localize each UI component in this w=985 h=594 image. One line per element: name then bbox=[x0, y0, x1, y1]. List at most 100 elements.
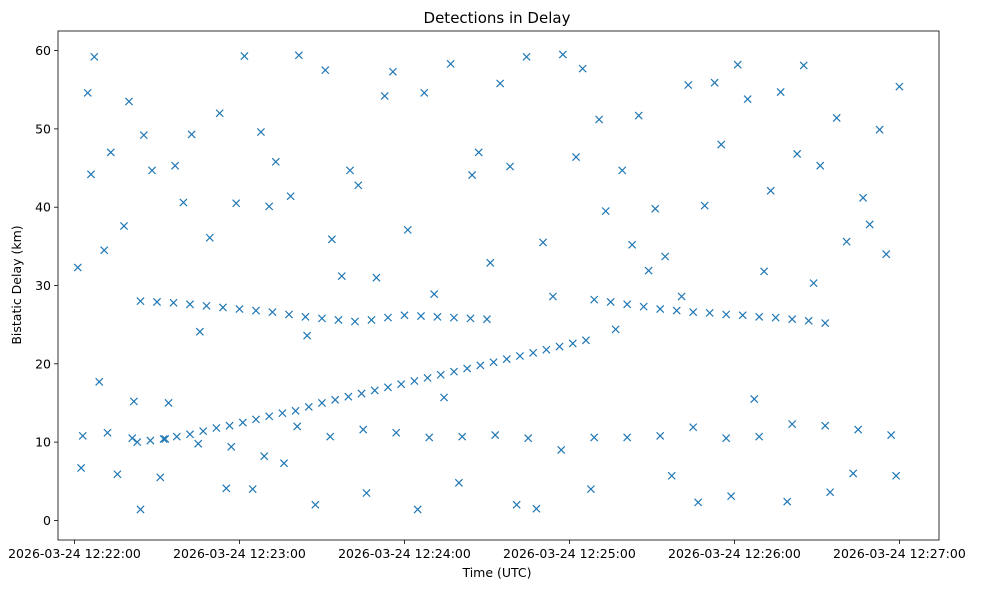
data-point bbox=[689, 308, 698, 317]
data-point bbox=[321, 66, 330, 75]
x-tick-label: 2026-03-24 12:25:00 bbox=[503, 546, 636, 561]
data-point bbox=[238, 418, 247, 427]
data-point bbox=[256, 127, 265, 137]
data-point bbox=[334, 315, 343, 324]
data-point bbox=[86, 170, 96, 179]
data-point bbox=[804, 316, 813, 325]
data-point bbox=[317, 398, 326, 407]
data-point bbox=[623, 300, 632, 309]
data-point bbox=[474, 148, 483, 157]
data-point bbox=[816, 161, 825, 170]
data-point bbox=[199, 427, 208, 436]
data-point bbox=[548, 292, 557, 301]
data-point bbox=[260, 452, 269, 461]
data-point bbox=[78, 431, 87, 440]
data-point bbox=[512, 500, 521, 509]
data-point bbox=[667, 471, 676, 480]
data-point bbox=[367, 315, 376, 324]
data-point bbox=[113, 470, 122, 479]
data-point bbox=[185, 430, 195, 439]
data-point bbox=[225, 421, 234, 430]
data-point bbox=[354, 181, 363, 190]
data-point bbox=[463, 364, 472, 373]
data-point bbox=[865, 220, 874, 229]
data-point bbox=[555, 342, 564, 351]
data-point bbox=[73, 263, 82, 272]
data-point bbox=[156, 473, 165, 482]
data-point bbox=[128, 434, 137, 443]
data-point bbox=[440, 393, 449, 402]
plot-area bbox=[73, 50, 904, 514]
y-tick-label: 50 bbox=[35, 121, 51, 136]
data-point bbox=[433, 312, 442, 321]
data-point bbox=[656, 431, 665, 440]
data-point bbox=[710, 78, 719, 87]
data-point bbox=[136, 297, 145, 306]
data-point bbox=[760, 267, 769, 276]
data-point bbox=[618, 166, 627, 175]
x-axis-title: Time (UTC) bbox=[461, 565, 531, 580]
data-point bbox=[522, 52, 531, 61]
series-1 bbox=[136, 297, 491, 326]
data-point bbox=[103, 428, 112, 437]
data-point bbox=[491, 431, 500, 440]
data-point bbox=[821, 319, 830, 328]
data-point bbox=[558, 50, 567, 59]
data-point bbox=[212, 423, 221, 433]
data-point bbox=[542, 345, 551, 354]
data-point bbox=[83, 88, 92, 97]
data-point bbox=[413, 505, 422, 514]
data-point bbox=[502, 355, 511, 364]
data-point bbox=[222, 484, 231, 493]
data-point bbox=[397, 380, 406, 389]
data-point bbox=[311, 500, 320, 509]
data-point bbox=[826, 488, 835, 497]
data-point bbox=[454, 478, 463, 487]
data-point bbox=[357, 389, 366, 398]
data-point bbox=[489, 358, 498, 367]
data-point bbox=[539, 238, 548, 247]
data-point bbox=[194, 439, 203, 448]
data-point bbox=[476, 361, 485, 370]
data-point bbox=[590, 295, 599, 304]
data-point bbox=[578, 64, 587, 73]
data-point bbox=[854, 425, 863, 434]
data-point bbox=[148, 166, 157, 175]
data-point bbox=[482, 315, 491, 324]
data-point bbox=[661, 252, 670, 261]
data-point bbox=[179, 198, 188, 207]
data-point bbox=[788, 315, 797, 324]
data-point bbox=[449, 313, 458, 322]
data-point bbox=[133, 438, 142, 447]
data-point bbox=[278, 409, 287, 418]
data-point bbox=[271, 157, 280, 166]
data-point bbox=[152, 297, 162, 306]
data-point bbox=[286, 192, 295, 201]
data-point bbox=[284, 310, 293, 319]
data-point bbox=[887, 431, 896, 440]
data-point bbox=[337, 272, 346, 281]
data-point bbox=[684, 81, 693, 90]
data-point bbox=[436, 370, 445, 379]
data-point bbox=[248, 485, 257, 494]
data-point bbox=[350, 317, 359, 326]
data-point bbox=[400, 311, 409, 320]
y-axis: 0 10 20 30 40 50 60 bbox=[35, 43, 58, 528]
y-tick-label: 0 bbox=[43, 513, 51, 528]
series-3 bbox=[78, 420, 896, 461]
data-point bbox=[370, 386, 379, 395]
data-point bbox=[788, 420, 797, 429]
x-axis: 2026-03-24 12:22:00 2026-03-24 12:23:00 20… bbox=[8, 540, 966, 561]
data-point bbox=[251, 306, 261, 315]
data-point bbox=[331, 395, 340, 404]
data-point bbox=[423, 373, 432, 382]
data-point bbox=[301, 312, 310, 321]
data-point bbox=[171, 161, 180, 170]
data-point bbox=[326, 432, 335, 441]
data-point bbox=[303, 331, 312, 340]
data-point bbox=[458, 432, 467, 441]
data-point bbox=[240, 52, 249, 61]
data-point bbox=[572, 153, 581, 162]
